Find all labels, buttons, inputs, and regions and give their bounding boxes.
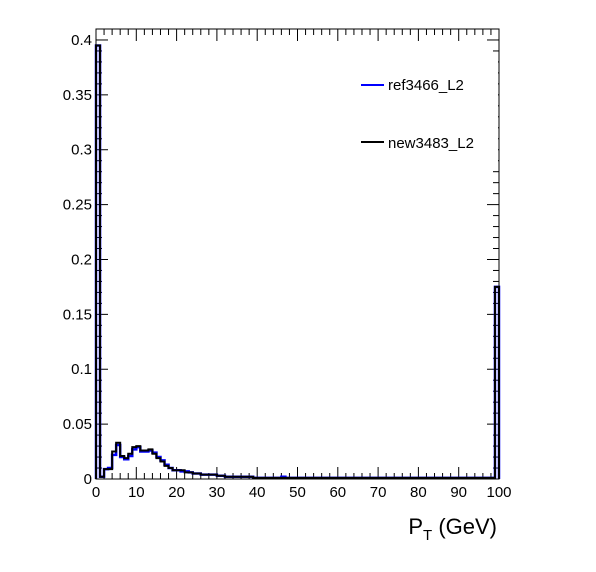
x-axis-title-main: P — [408, 514, 423, 539]
y-tick-label: 0.15 — [63, 306, 92, 323]
legend-box — [358, 58, 498, 170]
y-tick-label: 0.05 — [63, 416, 92, 433]
x-tick-label: 40 — [249, 484, 266, 501]
legend: ref3466_L2 new3483_L2 — [358, 58, 498, 170]
legend-label-ref3466: ref3466_L2 — [388, 77, 464, 94]
x-tick-label: 70 — [370, 484, 387, 501]
y-tick-label: 0.35 — [63, 87, 92, 104]
y-tick-label: 0.3 — [71, 142, 92, 159]
x-axis-title: PT (GeV) — [408, 514, 497, 544]
x-tick-labels: 0 10 20 30 40 50 60 70 80 90 100 — [92, 484, 512, 501]
histogram-series — [94, 44, 501, 480]
x-tick-label: 10 — [128, 484, 145, 501]
y-tick-label: 0.1 — [71, 361, 92, 378]
plot-frame — [95, 28, 500, 480]
y-tick-label: 0 — [84, 471, 92, 488]
legend-label-new3483: new3483_L2 — [388, 135, 474, 152]
y-tick-label: 0.2 — [71, 251, 92, 268]
x-tick-label: 50 — [289, 484, 306, 501]
x-tick-label: 30 — [209, 484, 226, 501]
y-tick-labels: 0 0.05 0.1 0.15 0.2 0.25 0.3 0.35 0.4 — [63, 32, 92, 488]
x-tick-label: 80 — [410, 484, 427, 501]
x-axis-title-sub: T — [423, 527, 432, 544]
x-tick-label: 0 — [92, 484, 100, 501]
x-tick-label: 60 — [329, 484, 346, 501]
y-tick-label: 0.4 — [71, 32, 92, 49]
x-tick-label: 90 — [450, 484, 467, 501]
series-line-new3483_L2 — [95, 44, 500, 479]
y-tick-label: 0.25 — [63, 197, 92, 214]
x-tick-label: 20 — [168, 484, 185, 501]
x-tick-label: 100 — [486, 484, 511, 501]
x-axis-title-unit: (GeV) — [432, 514, 497, 539]
